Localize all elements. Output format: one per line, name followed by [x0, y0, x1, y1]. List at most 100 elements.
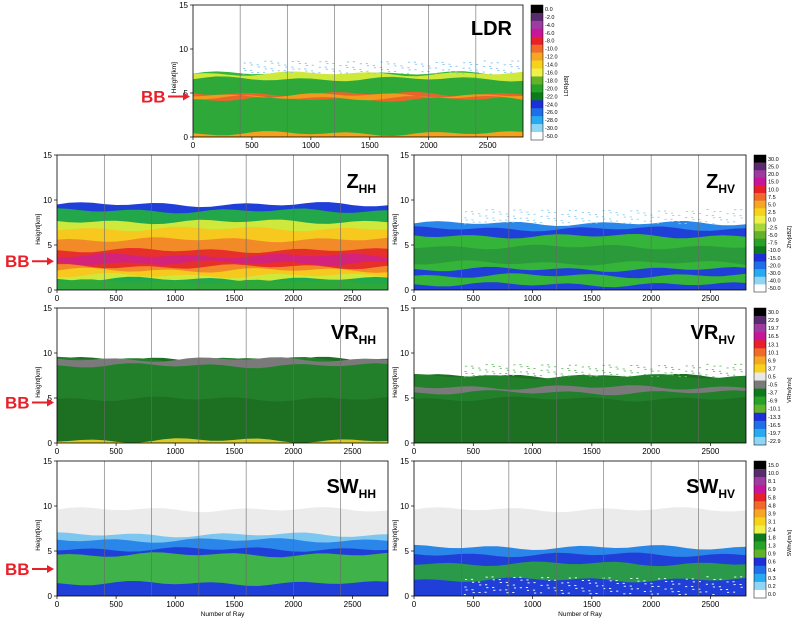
panel-title-main: Z [346, 171, 358, 193]
sparse-echo [414, 69, 417, 71]
sparse-echo [622, 582, 625, 584]
y-tick-label: 10 [43, 349, 52, 358]
sparse-echo [589, 593, 592, 595]
sparse-echo [512, 375, 515, 376]
sparse-echo [547, 209, 550, 211]
colorbar-tick-label: 8.1 [768, 479, 776, 485]
colorbar-tick-label: -24.0 [545, 102, 558, 108]
sparse-echo [698, 219, 701, 220]
sparse-echo [678, 583, 681, 585]
sparse-echo [670, 372, 673, 374]
sparse-echo [539, 592, 543, 594]
sparse-echo [270, 68, 273, 70]
sparse-echo [541, 209, 544, 211]
colorbar-swatch [754, 231, 766, 240]
colorbar-swatch [754, 269, 766, 278]
x-tick-label: 1000 [524, 294, 542, 303]
sparse-echo [622, 214, 625, 216]
sparse-echo [588, 220, 591, 222]
colorbar-swatch [754, 246, 766, 255]
sparse-echo [665, 367, 668, 369]
y-tick-label: 10 [400, 196, 409, 205]
sparse-echo [503, 64, 506, 66]
sparse-echo [519, 364, 522, 366]
sparse-echo [609, 218, 612, 220]
colorbar-tick-label: 3.7 [768, 366, 776, 372]
sparse-echo [472, 375, 475, 376]
panel-zhv: 0 500 1000 1500 2000 2500 0 5 10 15 Height[km] ZHV 3… [392, 151, 793, 303]
sparse-echo [455, 65, 458, 67]
sparse-echo [719, 578, 722, 580]
sparse-echo [271, 62, 274, 64]
sparse-echo [469, 62, 472, 63]
sparse-echo [292, 68, 295, 70]
sparse-echo [713, 365, 716, 367]
sparse-echo [554, 211, 557, 213]
colorbar-tick-label: -30.0 [768, 271, 781, 277]
sparse-echo [554, 579, 557, 581]
sparse-echo [244, 70, 247, 72]
sparse-echo [256, 64, 259, 66]
x-tick-label: 2500 [702, 294, 720, 303]
colorbar-swatch [754, 193, 766, 201]
sparse-echo [527, 368, 530, 369]
sparse-echo [478, 581, 481, 583]
sparse-echo [463, 376, 466, 378]
sparse-echo [478, 592, 481, 593]
bb-arrow-head [183, 92, 190, 101]
colorbar-swatch [754, 324, 766, 333]
y-tick-label: 0 [405, 286, 410, 295]
colorbar-swatch [531, 20, 543, 30]
sparse-echo [568, 210, 571, 211]
sparse-echo [643, 366, 646, 368]
sparse-echo [493, 589, 496, 591]
colorbar-swatch [754, 404, 766, 414]
sparse-echo [657, 370, 660, 372]
sparse-echo [506, 375, 509, 376]
sparse-echo [623, 216, 626, 218]
colorbar-swatch [754, 364, 766, 373]
colorbar-swatch [531, 28, 543, 38]
sparse-echo [587, 212, 590, 213]
sparse-echo [470, 365, 474, 367]
y-tick-label: 0 [48, 286, 53, 295]
sparse-echo [727, 374, 730, 376]
sparse-echo [609, 212, 612, 214]
sparse-echo [575, 372, 578, 373]
x-tick-label: 0 [191, 141, 196, 150]
colorbar-tick-label: -16.5 [768, 423, 781, 429]
sparse-echo [615, 580, 618, 582]
sparse-echo [471, 219, 474, 221]
x-tick-label: 1500 [583, 600, 601, 609]
sparse-echo [568, 370, 571, 371]
sparse-echo [499, 373, 502, 375]
colorbar-swatch [754, 436, 766, 446]
plot-area [193, 5, 523, 137]
plot-frame [413, 154, 747, 291]
sparse-echo [490, 62, 493, 64]
sparse-echo [401, 67, 404, 69]
y-tick-label: 15 [400, 304, 409, 313]
sparse-echo [526, 366, 529, 367]
sparse-echo [541, 577, 544, 579]
sparse-echo [732, 213, 735, 214]
y-axis-label: Height[km] [35, 520, 42, 551]
colorbar-tick-label: -7.5 [768, 241, 777, 247]
sparse-echo [304, 68, 307, 70]
plot-frame [192, 4, 524, 138]
sparse-echo [685, 586, 688, 588]
sparse-echo [499, 367, 502, 369]
sparse-echo [548, 212, 551, 213]
x-tick-label: 0 [412, 447, 417, 456]
sparse-echo [366, 65, 370, 67]
sparse-echo [464, 365, 468, 367]
sparse-echo [546, 215, 549, 217]
colorbar-label: SWhv[m/s] [787, 529, 793, 556]
sparse-echo [705, 215, 708, 216]
sparse-echo [739, 584, 742, 585]
sparse-echo [305, 70, 308, 72]
colorbar-tick-label: -0.5 [768, 383, 777, 389]
sparse-echo [732, 581, 735, 583]
sparse-echo [503, 69, 506, 71]
sparse-echo [513, 209, 516, 211]
